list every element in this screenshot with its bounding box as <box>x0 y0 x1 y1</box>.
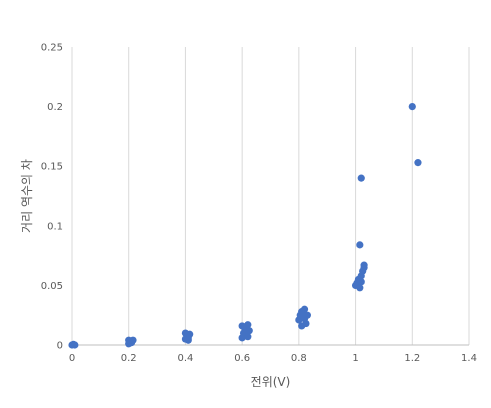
y-tick-label: 0.25 <box>41 43 63 54</box>
data-point <box>244 321 252 329</box>
y-tick-label: 0.05 <box>41 281 63 292</box>
data-point <box>356 241 364 249</box>
x-tick-label: 0 <box>69 353 75 364</box>
data-point <box>71 341 79 349</box>
data-point <box>300 305 309 313</box>
data-point <box>244 333 252 341</box>
y-axis-label: 거리 역수의 차 <box>20 159 34 233</box>
x-tick-label: 0.8 <box>291 353 307 364</box>
y-tick-label: 0.15 <box>41 162 63 173</box>
x-tick-label: 1.4 <box>461 353 477 364</box>
data-point <box>360 261 368 269</box>
data-point <box>357 174 365 182</box>
gridlines <box>71 47 470 345</box>
data-point <box>298 322 306 330</box>
data-point <box>414 159 422 167</box>
data-point <box>238 322 246 330</box>
y-tick-label: 0.1 <box>47 221 63 232</box>
data-point <box>129 336 137 344</box>
x-axis-label: 전위(V) <box>251 375 291 389</box>
data-point <box>186 330 194 338</box>
data-point <box>408 103 416 111</box>
tick-labels: 0 0.2 0.4 0.6 0.8 1 1.2 1.4 0 0.05 0.1 0.15 0.2 0.25 <box>41 43 477 365</box>
data-point <box>303 311 311 319</box>
x-tick-label: 0.4 <box>177 353 193 364</box>
data-points <box>68 103 422 349</box>
y-tick-label: 0 <box>57 341 63 352</box>
x-tick-label: 1 <box>352 353 358 364</box>
x-tick-label: 1.2 <box>404 353 420 364</box>
data-point <box>245 327 253 335</box>
x-tick-label: 0.2 <box>121 353 137 364</box>
data-point <box>356 284 364 292</box>
y-tick-label: 0.2 <box>47 102 63 113</box>
x-tick-label: 0.6 <box>234 353 250 364</box>
data-point <box>357 278 365 286</box>
data-point <box>184 336 192 344</box>
